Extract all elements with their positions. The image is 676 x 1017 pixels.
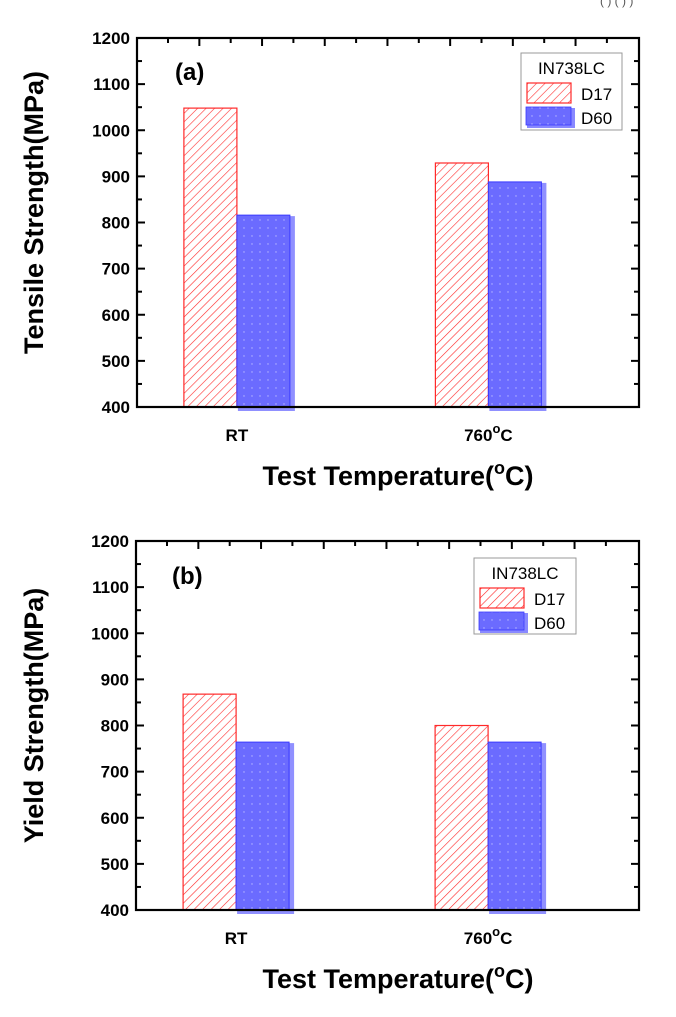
y-tick-label: 500 [101, 855, 129, 874]
bar-d17-0 [183, 107, 238, 408]
legend-label-d17: D17 [581, 85, 612, 104]
x-axis-label: Test Temperature(oC) [262, 961, 533, 994]
y-tick-label: 1200 [91, 532, 129, 551]
y-tick-label: 700 [101, 763, 129, 782]
panel-label: (b) [172, 563, 203, 590]
x-axis-label: Test Temperature(oC) [262, 458, 533, 491]
y-tick-label: 1100 [92, 578, 129, 597]
panel-a: 400 500 600 700 800 900 1000 1100 1200 RT 760oC Tes… [19, 29, 641, 491]
y-tick-label: 700 [102, 260, 130, 279]
x-category-label: RT [225, 929, 248, 948]
y-tick-label: 400 [101, 901, 129, 920]
y-tick-label: 1100 [93, 75, 130, 94]
legend-swatch-d60 [478, 611, 525, 631]
y-tick-label: 800 [102, 214, 130, 233]
legend: IN738LC D17 D60 [520, 52, 623, 131]
y-tick-label: 1200 [92, 29, 130, 48]
legend-label-d60: D60 [581, 109, 612, 128]
y-tick-label: 1000 [92, 121, 130, 140]
panel-b: 400 500 600 700 800 900 1000 1100 1200 RT 760oC Tes… [19, 532, 641, 994]
x-category-label: RT [226, 426, 249, 445]
bar-d60-0 [236, 214, 291, 408]
legend-swatch-d60 [525, 106, 572, 126]
bar-d60-1 [487, 181, 542, 408]
y-tick-label: 400 [102, 398, 130, 417]
bar-d60-0 [235, 741, 290, 911]
bar-d17-0 [182, 693, 237, 911]
legend-title: IN738LC [491, 564, 558, 583]
bar-d17-1 [434, 162, 489, 408]
y-tick-label: 1000 [91, 624, 129, 643]
panel-label: (a) [175, 59, 204, 86]
y-axis-label: Yield Strength(MPa) [19, 588, 49, 844]
legend: IN738LC D17 D60 [473, 557, 577, 635]
y-tick-label: 500 [102, 352, 130, 371]
x-category-label: 760oC [464, 421, 513, 445]
y-tick-label: 900 [101, 670, 129, 689]
legend-label-d17: D17 [534, 590, 565, 609]
legend-swatch-d17 [479, 587, 525, 609]
bar-d17-1 [434, 724, 489, 911]
legend-title: IN738LC [538, 59, 605, 78]
x-category-label: 760oC [464, 924, 513, 948]
legend-swatch-d17 [526, 82, 572, 104]
y-tick-label: 600 [101, 809, 129, 828]
y-tick-label: 900 [102, 167, 130, 186]
bar-d60-1 [487, 741, 542, 911]
legend-label-d60: D60 [534, 614, 565, 633]
y-axis-label: Tensile Strength(MPa) [19, 71, 49, 354]
cropped-header-fragment: ( ) ( ) ) [600, 0, 633, 8]
y-tick-label: 600 [102, 306, 130, 325]
y-tick-label: 800 [101, 717, 129, 736]
